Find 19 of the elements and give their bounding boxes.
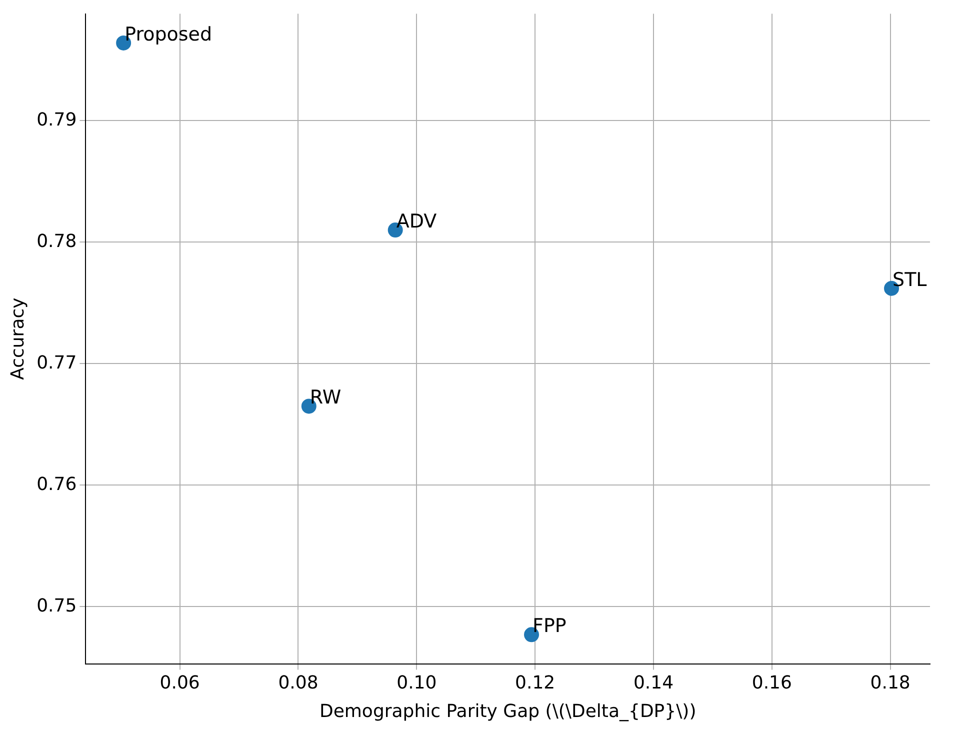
- x-tick-label: 0.12: [515, 672, 556, 694]
- x-axis-title: Demographic Parity Gap (\(\Delta_{DP}\)): [319, 700, 696, 722]
- x-tick-label: 0.18: [870, 672, 910, 694]
- annotation: ADV: [396, 210, 437, 232]
- annotation: Proposed: [124, 23, 212, 46]
- annotation: FPP: [532, 615, 566, 638]
- x-tick-label: 0.06: [160, 672, 200, 694]
- annotation: RW: [310, 386, 342, 409]
- y-tick-label: 0.79: [36, 109, 77, 130]
- x-tick-label: 0.08: [278, 672, 318, 694]
- y-axis-title: Accuracy: [7, 297, 28, 380]
- x-tick-label: 0.14: [633, 672, 674, 694]
- y-tick-label: 0.76: [36, 474, 77, 495]
- x-tick-label: 0.16: [752, 672, 792, 694]
- y-tick-label: 0.77: [36, 352, 77, 374]
- x-tick-label: 0.10: [396, 672, 437, 694]
- annotation: STL: [892, 268, 928, 291]
- y-tick-label: 0.75: [36, 595, 77, 616]
- y-tick-label: 0.78: [36, 230, 77, 252]
